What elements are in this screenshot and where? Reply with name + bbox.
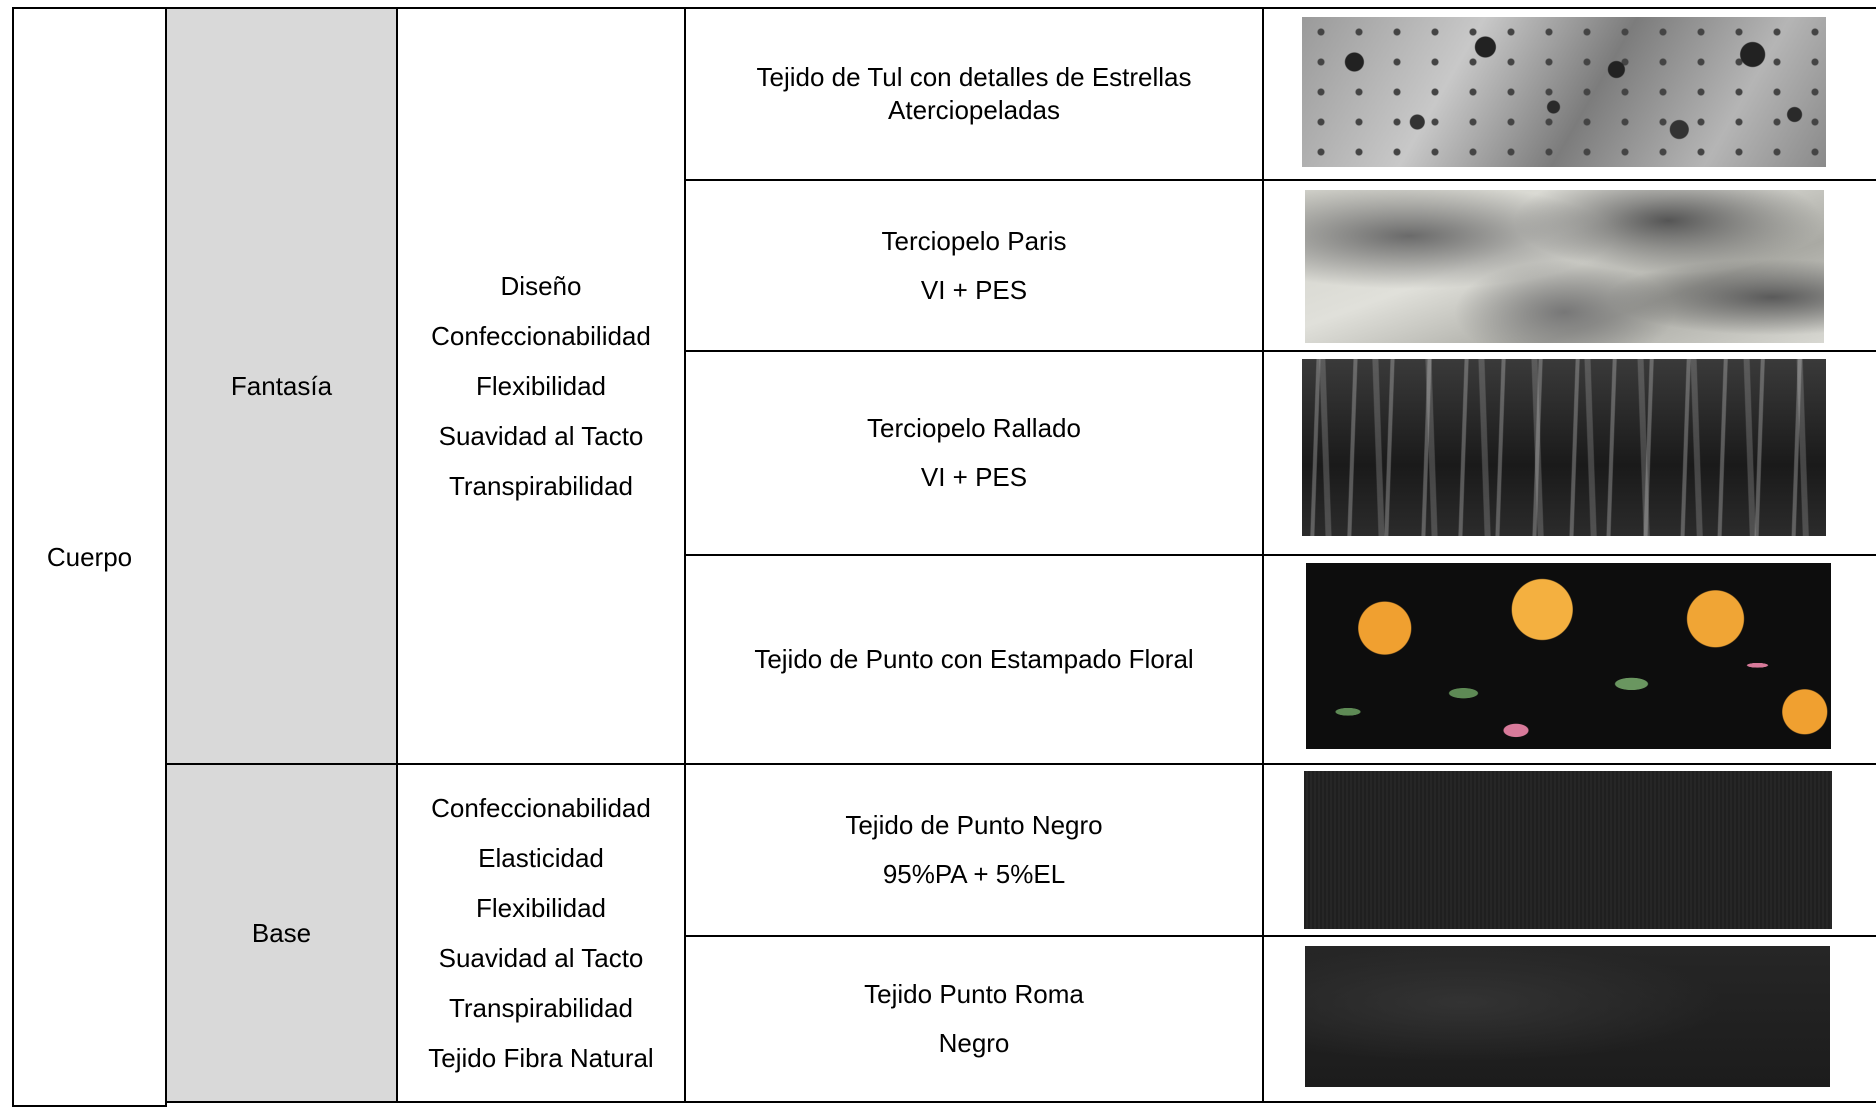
- fabric-swatch: [1305, 190, 1824, 343]
- fabric-swatch: [1305, 946, 1830, 1087]
- fabric-text: Tejido de Tul con detalles de Estrellas …: [756, 62, 1192, 125]
- property: Confeccionabilidad: [431, 793, 651, 823]
- fabric-cell: Tejido Punto Roma Negro: [684, 935, 1264, 1103]
- fabric-text: VI + PES: [920, 274, 1028, 305]
- property: Transpirabilidad: [448, 993, 634, 1023]
- fabric-swatch: [1302, 17, 1826, 167]
- fabric-text: Terciopelo Rallado: [867, 413, 1081, 443]
- group-cell: Fantasía: [165, 7, 398, 765]
- fabric-cell: Terciopelo Rallado VI + PES: [684, 350, 1264, 556]
- fabric-swatch: [1306, 563, 1831, 749]
- properties-cell: Confeccionabilidad Elasticidad Flexibilida…: [396, 763, 686, 1103]
- property: Flexibilidad: [475, 371, 607, 401]
- property: Suavidad al Tacto: [438, 943, 644, 973]
- fabric-text: Negro: [938, 1028, 1010, 1058]
- fabric-swatch: [1304, 771, 1832, 929]
- fabric-text: 95%PA + 5%EL: [882, 859, 1066, 889]
- fabric-text: Tejido Punto Roma: [864, 979, 1084, 1009]
- property: Elasticidad: [478, 843, 604, 873]
- group-label: Fantasía: [230, 370, 333, 401]
- property: Confeccionabilidad: [431, 321, 651, 351]
- group-cell: Base: [165, 763, 398, 1103]
- fabric-swatch: [1302, 359, 1826, 536]
- section-label: Cuerpo: [46, 541, 133, 572]
- property: Suavidad al Tacto: [438, 421, 644, 451]
- fabric-text: Terciopelo Paris: [881, 225, 1067, 256]
- fabric-cell: Tejido de Punto con Estampado Floral: [684, 554, 1264, 765]
- property: Diseño: [500, 271, 582, 301]
- group-label: Base: [251, 917, 312, 948]
- properties-cell: Diseño Confeccionabilidad Flexibilidad Suav…: [396, 7, 686, 765]
- property: Flexibilidad: [475, 893, 607, 923]
- fabric-text: VI + PES: [920, 462, 1028, 492]
- fabric-cell: Tejido de Tul con detalles de Estrellas …: [684, 7, 1264, 181]
- property: Tejido Fibra Natural: [428, 1043, 654, 1073]
- section-cell: Cuerpo: [12, 7, 167, 1107]
- fabric-cell: Terciopelo Paris VI + PES: [684, 179, 1264, 352]
- fabric-text: Tejido de Punto Negro: [845, 810, 1103, 840]
- fabric-text: Tejido de Punto con Estampado Floral: [754, 644, 1194, 674]
- property: Transpirabilidad: [448, 471, 634, 501]
- fabric-cell: Tejido de Punto Negro 95%PA + 5%EL: [684, 763, 1264, 937]
